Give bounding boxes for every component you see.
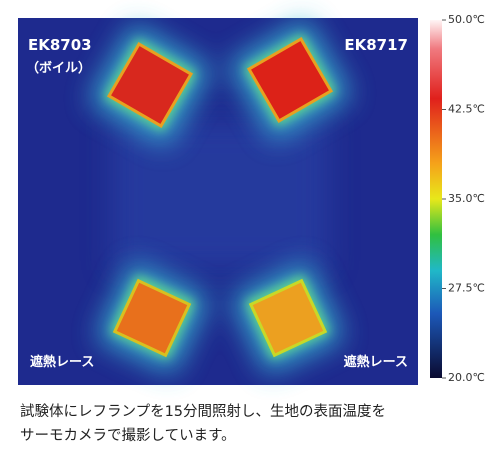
colorbar: [430, 20, 442, 378]
thermal-image: EK8703 （ボイル） EK8717 遮熱レース 遮熱レース: [18, 18, 418, 385]
caption-line: サーモカメラで撮影しています。: [20, 427, 236, 444]
image-label: 遮熱レース: [344, 354, 408, 370]
tick-label: 27.5℃: [448, 282, 485, 295]
tick-label: 35.0℃: [448, 192, 485, 205]
image-label: （ボイル）: [26, 60, 91, 76]
image-label: EK8703: [28, 36, 92, 54]
caption-line: 試験体にレフランプを15分間照射し、生地の表面温度を: [20, 403, 386, 420]
colorbar-ticks: 50.0℃ 42.5℃ 35.0℃ 27.5℃ 20.0℃: [442, 13, 485, 384]
image-label: 遮熱レース: [30, 354, 94, 370]
tick-label: 42.5℃: [448, 103, 485, 116]
tick-label: 50.0℃: [448, 13, 485, 26]
image-label: EK8717: [344, 36, 408, 54]
tick-label: 20.0℃: [448, 371, 485, 384]
